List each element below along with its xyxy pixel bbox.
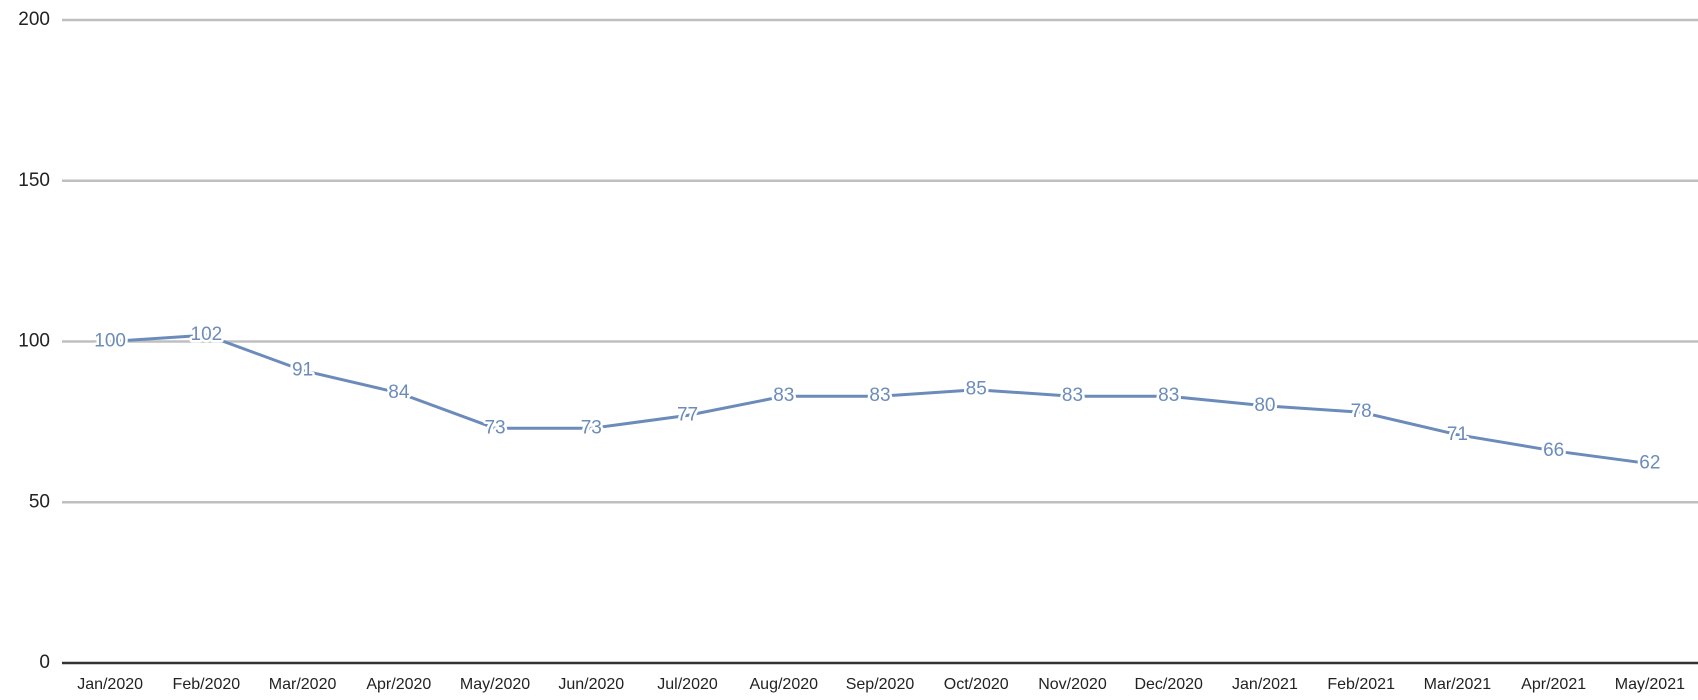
data-label: 77 (677, 404, 698, 425)
data-label: 83 (869, 385, 890, 406)
x-tick-label: Mar/2021 (1424, 676, 1492, 693)
y-tick-label: 200 (18, 9, 50, 30)
x-tick-label: Jan/2020 (77, 676, 143, 693)
data-label: 62 (1639, 453, 1660, 474)
line (110, 333, 1651, 466)
data-label: 83 (1062, 385, 1083, 406)
data-label: 83 (1158, 385, 1179, 406)
x-tick-label: Apr/2021 (1521, 676, 1586, 693)
data-label: 102 (191, 324, 223, 345)
data-label: 71 (1447, 424, 1468, 445)
x-tick-label: May/2020 (460, 676, 530, 693)
data-label: 100 (94, 331, 126, 352)
x-tick-label: Nov/2020 (1038, 676, 1107, 693)
y-tick-label: 150 (18, 170, 50, 191)
y-tick-label: 0 (39, 652, 50, 673)
data-label: 84 (388, 382, 410, 403)
x-tick-label: May/2021 (1615, 676, 1685, 693)
data-label: 80 (1254, 395, 1275, 416)
data-label: 66 (1543, 440, 1564, 461)
x-tick-label: Oct/2020 (944, 676, 1009, 693)
x-tick-label: Sep/2020 (846, 676, 915, 693)
x-tick-label: Dec/2020 (1134, 676, 1203, 693)
data-label: 73 (484, 417, 505, 438)
x-tick-label: Mar/2020 (269, 676, 337, 693)
x-tick-label: Apr/2020 (366, 676, 431, 693)
y-tick-label: 100 (18, 331, 50, 352)
x-tick-label: Jan/2021 (1232, 676, 1298, 693)
data-label: 85 (966, 379, 987, 400)
data-label: 78 (1351, 401, 1372, 422)
x-tick-label: Jun/2020 (558, 676, 624, 693)
data-label: 91 (292, 359, 313, 380)
data-label: 73 (581, 417, 602, 438)
x-tick-label: Aug/2020 (750, 676, 819, 693)
x-tick-label: Feb/2021 (1327, 676, 1395, 693)
x-tick-label: Jul/2020 (657, 676, 718, 693)
data-label: 83 (773, 385, 794, 406)
x-tick-label: Feb/2020 (173, 676, 241, 693)
y-tick-label: 50 (29, 491, 50, 512)
